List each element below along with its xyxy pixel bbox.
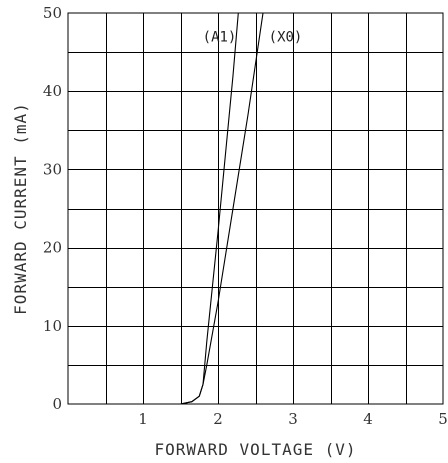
x-tick-label: 5: [438, 410, 448, 428]
series-labels: (A1) (X0): [203, 29, 303, 45]
y-tick-label: 50: [43, 4, 62, 22]
y-tick-label: 40: [43, 82, 62, 100]
y-tick-label: 0: [52, 395, 62, 413]
y-tick-label: 10: [43, 317, 62, 335]
y-axis-label: FORWARD CURRENT (mA): [11, 102, 30, 315]
series-label-1: (A1): [203, 29, 237, 45]
series-line-1: [68, 13, 239, 404]
x-tick-label: 2: [213, 410, 223, 428]
x-tick-label: 3: [288, 410, 298, 428]
y-tick-label: 30: [43, 160, 62, 178]
series-line-2: [68, 13, 264, 404]
x-tick-label: 4: [363, 410, 373, 428]
series-curves: [68, 13, 264, 404]
grid-lines: [68, 13, 443, 404]
x-tick-label: 1: [138, 410, 148, 428]
x-axis-label: FORWARD VOLTAGE (V): [154, 440, 356, 459]
y-tick-label: 20: [43, 239, 62, 257]
plot-frame: [67, 12, 444, 405]
series-label-2: (X0): [269, 29, 303, 45]
